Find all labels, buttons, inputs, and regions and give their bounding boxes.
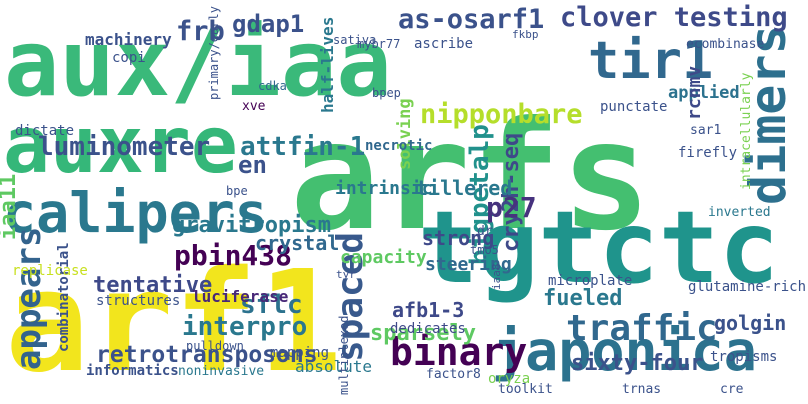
word-replicase: replicase — [12, 263, 88, 279]
word-sativa: sativa — [333, 33, 376, 47]
word-traffic: traffic — [566, 308, 718, 349]
word-rcnmv: rcnmv — [684, 66, 705, 120]
word-pulldown: pulldown — [186, 339, 244, 353]
word-fkbp: fkbp — [512, 28, 539, 41]
word-iaa11: iaa11 — [0, 174, 21, 240]
word-tyr: tyr — [336, 268, 356, 281]
word-luciferase: luciferase — [192, 287, 288, 306]
word-primary-early: primary/early — [207, 6, 221, 100]
word-fueled: fueled — [543, 286, 622, 311]
word-xve: xve — [242, 99, 266, 114]
word-attfin-1: attfin-1 — [240, 132, 365, 162]
word-intrinsic: intrinsic — [335, 178, 433, 199]
word-necrotic: necrotic — [365, 138, 432, 154]
word-microplate: microplate — [548, 273, 632, 289]
word-bigpetalp: bigpetalp — [465, 124, 495, 265]
word-myb77: mybr77 — [357, 37, 400, 51]
word-ascribe: ascribe — [414, 36, 473, 52]
word-spaced: spaced — [330, 232, 371, 362]
word-aux-iaa: aux/iaa — [4, 10, 392, 117]
word-bpep: bpep — [372, 86, 401, 100]
word-dr: dr — [477, 224, 493, 239]
word-inverted: inverted — [708, 205, 771, 220]
word-auxre: auxre — [3, 101, 238, 191]
word-gravitropism: gravitropism — [172, 213, 331, 238]
word-japonica: japonica — [492, 319, 757, 383]
word-en: en — [238, 151, 267, 179]
word-combinatorial: combinatorial — [56, 242, 72, 352]
word-tropisms: tropisms — [710, 349, 777, 365]
word-tillered: tillered — [416, 176, 512, 200]
word-luminometer: luminometer — [38, 132, 210, 162]
word-clover-testing: clover testing — [560, 2, 788, 33]
word-as-osarf1: as-osarf1 — [398, 4, 544, 35]
word-dedicates: dedicates — [390, 321, 466, 337]
word-factor8: factor8 — [426, 367, 481, 382]
word-arf1: arf1 — [5, 241, 342, 404]
word-cry2h-seq: cry2h-seq — [499, 133, 524, 252]
word-golgin: golgin — [714, 311, 786, 335]
word-absolute: absolute — [295, 357, 372, 376]
word-firefly: firefly — [678, 145, 737, 161]
word-afb1-3: afb1-3 — [392, 298, 464, 322]
word-capacity: capacity — [340, 247, 427, 268]
word-sar1: sar1 — [690, 123, 721, 138]
word-machinery: machinery — [85, 30, 172, 49]
word-crystal: crystal — [255, 231, 339, 255]
word-retrotransposons: retrotransposons — [96, 342, 318, 368]
word-nipponbare: nipponbare — [420, 99, 583, 130]
word-punctate: punctate — [600, 99, 667, 115]
word-calipers: calipers — [3, 181, 268, 245]
word-tir1: tir1 — [588, 31, 713, 91]
word-iaa8: iaa8 — [490, 264, 503, 291]
word-cdka: cdka — [258, 79, 287, 93]
word-gdap1: gdap1 — [232, 10, 304, 38]
word-sflc: sflc — [240, 290, 303, 320]
word-pbin438: pbin438 — [174, 239, 292, 272]
word-multiplexed: multiplexed — [337, 316, 351, 395]
word-applied: applied — [668, 83, 740, 103]
word-trnas: trnas — [622, 382, 661, 397]
word-interpro: interpro — [182, 312, 307, 342]
word-appears: appears — [9, 227, 49, 370]
word-toolkit: toolkit — [498, 382, 553, 397]
word-mapping: mapping — [270, 345, 329, 361]
word-p27: p27 — [486, 191, 537, 224]
word-bpe: bpe — [226, 184, 248, 198]
word-structures: structures — [96, 293, 180, 309]
word-ecombinase: ecombinase — [686, 37, 764, 52]
word-copi: copi — [112, 50, 146, 66]
word-cre: cre — [720, 382, 744, 397]
word-binary: binary — [390, 330, 527, 374]
word-tmo5: tmo5 — [470, 243, 499, 257]
word-informatics: informatics — [86, 363, 179, 379]
word-arfs: arfs — [290, 90, 651, 264]
word-frb: frb — [176, 16, 225, 47]
word-noninvasive: noninvasive — [178, 364, 264, 379]
word-solving: solving — [395, 98, 415, 170]
word-strong: strong — [422, 226, 494, 250]
word-half-lives: half-lives — [318, 17, 337, 113]
word-oryza: oryza — [488, 371, 530, 387]
word-sixty-four: sixty-four — [571, 351, 703, 376]
word-glutamine-rich: glutamine-rich — [688, 279, 806, 295]
word-dimers: dimers — [739, 24, 797, 205]
word-sparsely: sparsely — [370, 321, 476, 346]
word-dictate: dictate — [15, 123, 74, 139]
word-intracellularly: intracellularly — [739, 72, 754, 190]
word-tentative: tentative — [93, 273, 212, 298]
word-steering: steering — [425, 254, 512, 275]
word-tgtctc: tgtctc — [418, 189, 779, 306]
